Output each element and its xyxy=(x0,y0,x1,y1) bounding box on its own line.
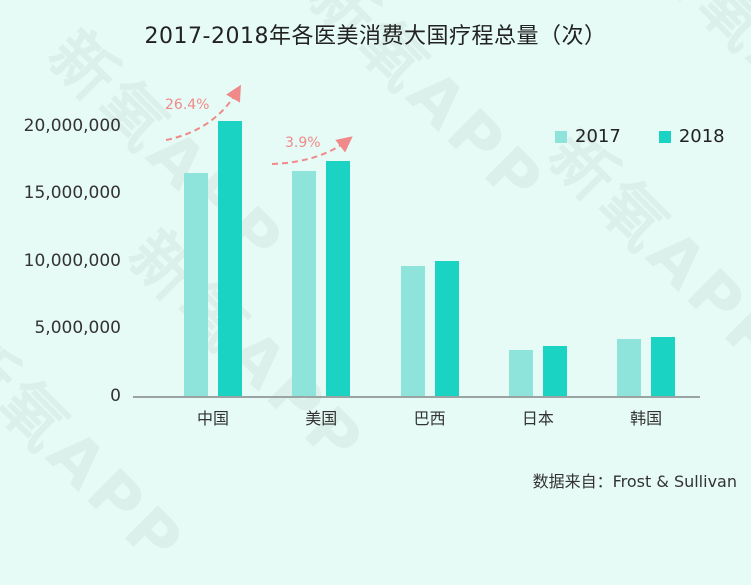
x-tick-label: 中国 xyxy=(196,409,230,428)
legend-label: 2018 xyxy=(678,126,725,147)
x-tick-label: 巴西 xyxy=(413,409,446,428)
legend-item-2017: 2017 xyxy=(555,126,621,147)
bar-2017 xyxy=(508,350,533,396)
growth-label-china: 26.4% xyxy=(165,97,210,113)
growth-label-usa: 3.9% xyxy=(285,135,321,151)
chart-title: 2017-2018年各医美消费大国疗程总量（次） xyxy=(144,24,607,49)
x-tick-label: 日本 xyxy=(521,409,554,428)
legend: 2017 2018 xyxy=(555,126,751,147)
bar-2018 xyxy=(651,337,676,396)
bar-2018 xyxy=(326,161,351,396)
legend-item-2018: 2018 xyxy=(658,126,725,147)
y-tick-label: 15,000,000 xyxy=(23,183,121,203)
x-tick-label: 韩国 xyxy=(630,409,663,428)
bar-2017 xyxy=(617,339,642,396)
bar-2017 xyxy=(184,173,208,396)
bar-2017 xyxy=(292,171,317,396)
y-tick-label: 0 xyxy=(110,386,121,406)
y-tick-label: 20,000,000 xyxy=(23,116,121,136)
y-tick-label: 10,000,000 xyxy=(23,251,121,271)
source-note: 数据来自：Frost & Sullivan xyxy=(532,472,737,491)
growth-arrows xyxy=(165,84,353,165)
growth-arrow-icon xyxy=(271,136,353,165)
legend-swatch-2017 xyxy=(555,130,567,143)
x-axis-line xyxy=(133,396,700,398)
legend-swatch-2018 xyxy=(658,130,671,143)
legend-label: 2017 xyxy=(575,126,621,147)
bar-2018 xyxy=(218,121,242,396)
growth-arrow-icon xyxy=(165,84,241,141)
bar-2017 xyxy=(400,266,425,396)
y-tick-label: 5,000,000 xyxy=(34,318,121,338)
bar-2018 xyxy=(434,261,459,396)
bar-2018 xyxy=(542,346,567,396)
x-tick-label: 美国 xyxy=(305,409,338,428)
